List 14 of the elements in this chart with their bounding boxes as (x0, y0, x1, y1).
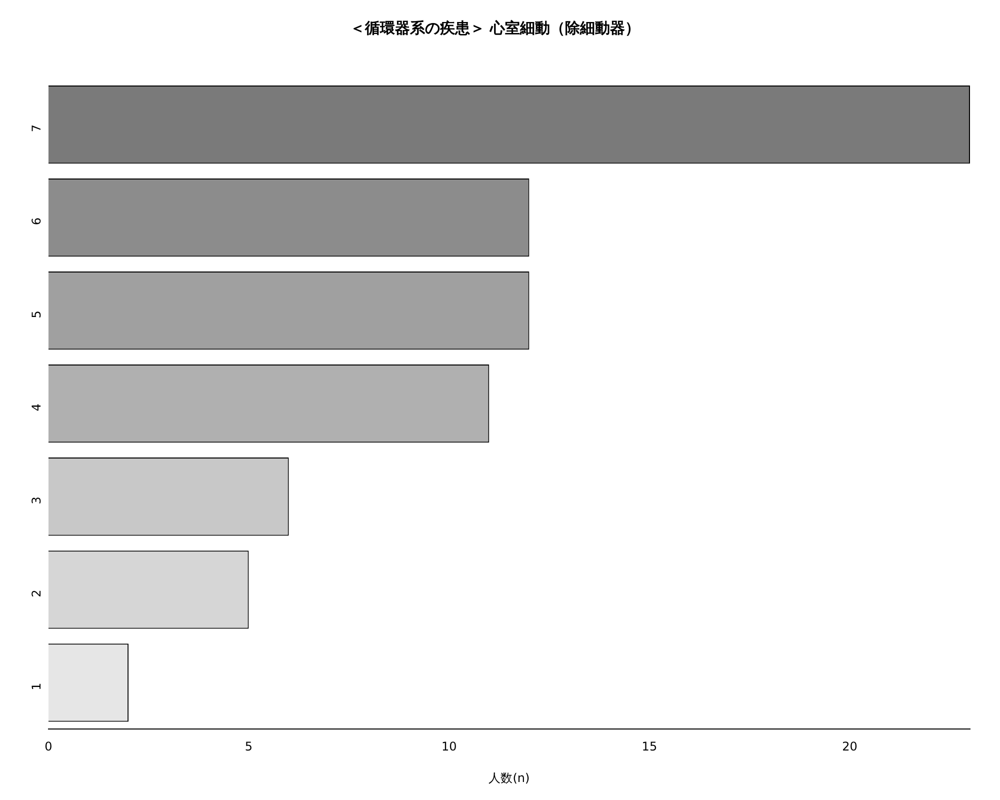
y-tick-label: 1 (30, 682, 44, 690)
x-tick-label: 5 (244, 740, 253, 754)
chart-title: ＜循環器系の疾患＞ 心室細動（除細動器） (350, 18, 640, 37)
y-tick-label: 2 (30, 590, 44, 598)
x-tick-label: 20 (842, 740, 858, 754)
x-tick-label: 15 (642, 740, 658, 754)
y-tick-label: 5 (30, 310, 44, 318)
y-tick-label: 4 (30, 404, 44, 412)
x-tick-label: 0 (44, 740, 52, 754)
x-tick-label: 10 (441, 740, 457, 754)
y-tick-label: 7 (30, 124, 44, 132)
x-axis-title: 人数(n) (488, 770, 530, 785)
y-tick-label: 6 (30, 218, 44, 226)
y-tick-label: 3 (30, 496, 44, 504)
